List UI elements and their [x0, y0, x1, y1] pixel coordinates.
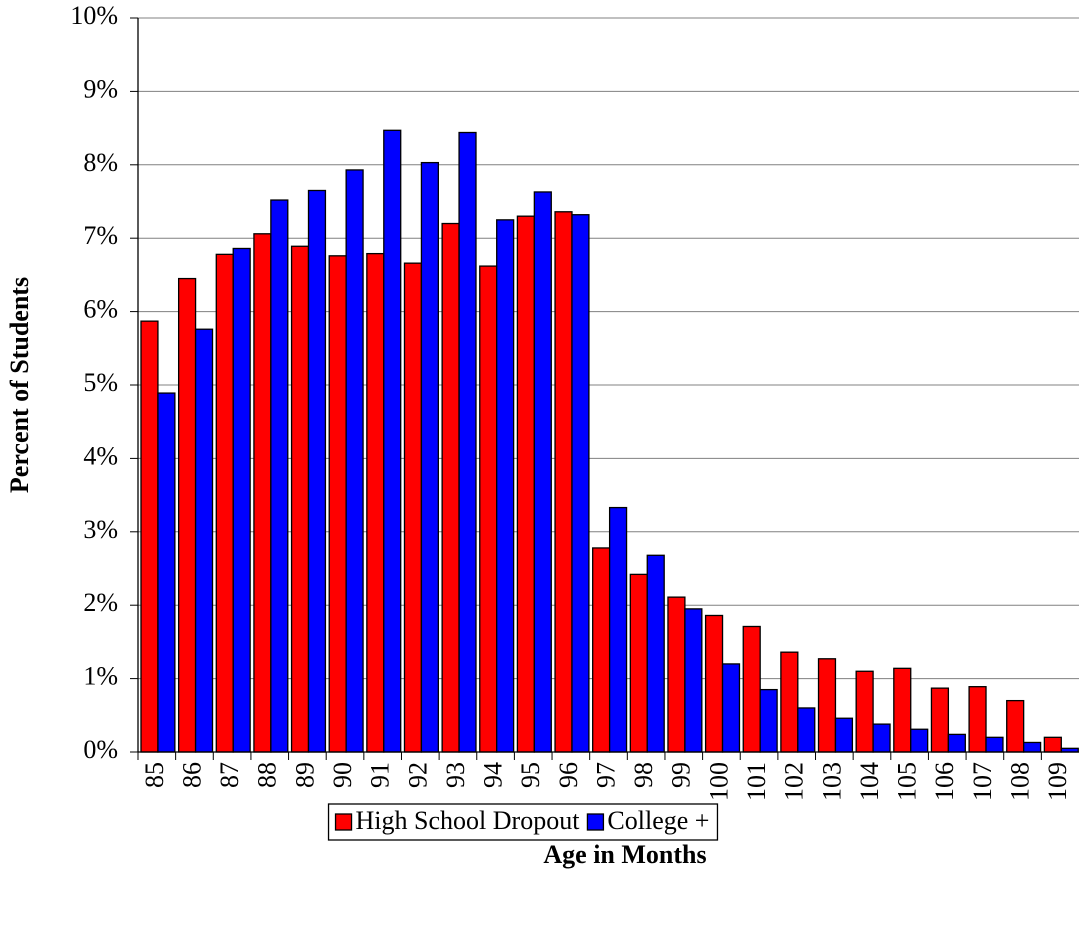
x-tick-label: 106 — [930, 762, 959, 801]
bar — [177, 277, 197, 753]
bar — [721, 663, 741, 753]
bar — [496, 219, 515, 753]
y-tick-label: 7% — [83, 221, 118, 250]
bar — [817, 658, 837, 753]
bar — [366, 252, 385, 753]
bar — [458, 131, 477, 753]
bar — [270, 199, 289, 753]
x-tick-label: 104 — [855, 762, 884, 801]
x-tick-label: 96 — [554, 762, 583, 788]
legend-box — [327, 803, 719, 841]
bar — [608, 506, 628, 753]
x-tick-label: 90 — [328, 762, 357, 788]
bar — [780, 651, 799, 753]
y-tick-label: 9% — [83, 74, 118, 103]
bar — [947, 733, 966, 753]
bar — [759, 688, 778, 753]
bar — [479, 265, 498, 753]
bar — [872, 723, 891, 753]
x-tick-label: 108 — [1006, 762, 1035, 801]
bar — [441, 222, 460, 753]
bar — [910, 728, 929, 753]
bar — [290, 245, 310, 753]
bar — [742, 625, 761, 753]
x-tick-label: 85 — [140, 762, 169, 788]
bar — [968, 686, 987, 753]
bar — [516, 215, 535, 753]
bar — [893, 667, 912, 753]
bar — [215, 253, 234, 753]
bar — [930, 687, 950, 753]
x-tick-label: 105 — [893, 762, 922, 801]
x-tick-label: 97 — [591, 762, 620, 788]
x-tick-label: 94 — [479, 762, 508, 788]
bar — [140, 320, 159, 753]
bar — [307, 189, 327, 753]
x-tick-label: 109 — [1043, 762, 1072, 801]
y-tick-label: 5% — [83, 368, 118, 397]
bar — [533, 191, 552, 753]
y-tick-label: 6% — [83, 295, 118, 324]
bar — [629, 573, 648, 753]
bar — [420, 161, 440, 753]
bar — [1023, 741, 1042, 753]
bar — [834, 717, 854, 753]
bar — [403, 262, 423, 753]
x-tick-label: 103 — [817, 762, 846, 801]
bar — [1006, 699, 1025, 753]
legend-swatch — [586, 813, 605, 831]
bar — [328, 255, 347, 753]
x-axis-label: Age in Months — [543, 840, 706, 869]
y-tick-label: 0% — [83, 735, 118, 764]
bar — [855, 670, 874, 753]
legend: High School Dropout College + — [327, 803, 719, 841]
x-tick-label: 95 — [516, 762, 545, 788]
bar — [345, 169, 364, 753]
x-tick-label: 101 — [742, 762, 771, 801]
x-tick-label: 87 — [215, 762, 244, 788]
bar — [684, 608, 703, 753]
y-tick-label: 10% — [70, 1, 118, 30]
bar — [383, 129, 402, 753]
bar — [232, 247, 251, 753]
legend-label: High School Dropout — [356, 806, 581, 835]
x-tick-label: 107 — [968, 762, 997, 801]
x-tick-label: 102 — [780, 762, 809, 801]
bar — [253, 233, 272, 753]
x-tick-label: 93 — [441, 762, 470, 788]
bar — [985, 736, 1004, 753]
y-tick-label: 8% — [83, 148, 118, 177]
y-tick-label: 4% — [83, 441, 118, 470]
bar — [704, 614, 724, 753]
bar — [571, 214, 590, 753]
x-tick-label: 86 — [177, 762, 206, 788]
bar — [797, 707, 816, 753]
x-tick-label: 99 — [667, 762, 696, 788]
legend-label: College + — [607, 806, 709, 835]
bar — [592, 547, 611, 753]
legend-swatch — [334, 813, 353, 831]
x-tick-label: 98 — [629, 762, 658, 788]
x-tick-label: 100 — [704, 762, 733, 801]
y-tick-label: 1% — [83, 662, 118, 691]
bar — [1043, 736, 1062, 753]
bar — [157, 392, 176, 753]
x-tick-label: 92 — [403, 762, 432, 788]
y-axis-label: Percent of Students — [5, 277, 34, 493]
y-tick-label: 3% — [83, 515, 118, 544]
bar — [194, 328, 214, 753]
x-tick-label: 88 — [253, 762, 282, 788]
bar — [667, 596, 686, 753]
bar — [554, 211, 573, 753]
x-tick-label: 89 — [290, 762, 319, 788]
x-tick-label: 91 — [366, 762, 395, 788]
y-tick-label: 2% — [83, 588, 118, 617]
bar — [646, 554, 665, 753]
